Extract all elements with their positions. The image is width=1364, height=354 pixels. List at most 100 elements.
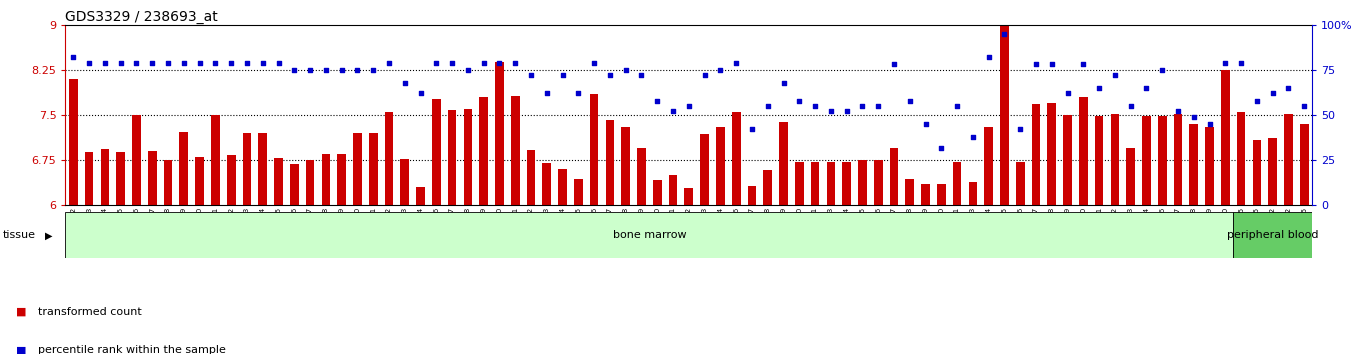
Text: peripheral blood: peripheral blood xyxy=(1228,230,1319,240)
Bar xyxy=(858,160,866,205)
Point xyxy=(457,67,479,73)
Point xyxy=(1278,85,1300,91)
Point xyxy=(1057,91,1079,96)
Point xyxy=(157,60,179,65)
Bar xyxy=(1189,124,1198,205)
Point xyxy=(947,103,968,109)
Bar xyxy=(416,187,424,205)
Bar xyxy=(447,110,457,205)
Bar xyxy=(147,151,157,205)
Bar xyxy=(211,115,220,205)
Text: tissue: tissue xyxy=(3,230,35,240)
Point xyxy=(678,103,700,109)
Point xyxy=(1041,62,1063,67)
Bar xyxy=(1110,114,1120,205)
Point xyxy=(63,55,85,60)
Bar xyxy=(1158,116,1166,205)
Point xyxy=(252,60,274,65)
Bar xyxy=(1237,112,1245,205)
Point xyxy=(441,60,462,65)
Point xyxy=(788,98,810,103)
Text: ■: ■ xyxy=(16,307,27,316)
Bar xyxy=(700,134,709,205)
Bar xyxy=(337,154,346,205)
Bar xyxy=(795,162,803,205)
Bar xyxy=(1221,70,1230,205)
Bar xyxy=(874,160,883,205)
Point xyxy=(363,67,385,73)
Point xyxy=(915,121,937,127)
Point xyxy=(173,60,195,65)
Point xyxy=(1230,60,1252,65)
Bar xyxy=(810,162,820,205)
Bar xyxy=(527,150,535,205)
Point xyxy=(125,60,147,65)
Bar xyxy=(464,109,472,205)
Bar xyxy=(668,175,678,205)
Bar xyxy=(921,184,930,205)
Bar xyxy=(953,162,962,205)
Bar xyxy=(732,112,741,205)
Point xyxy=(868,103,889,109)
Bar xyxy=(291,164,299,205)
Bar xyxy=(937,184,945,205)
Point xyxy=(315,67,337,73)
Point xyxy=(220,60,241,65)
Bar xyxy=(353,133,361,205)
Bar xyxy=(1127,148,1135,205)
Point xyxy=(205,60,226,65)
Point xyxy=(473,60,495,65)
Bar xyxy=(101,149,109,205)
Bar xyxy=(1031,104,1041,205)
Point xyxy=(567,91,589,96)
Text: GDS3329 / 238693_at: GDS3329 / 238693_at xyxy=(65,10,218,24)
Point xyxy=(1026,62,1048,67)
Bar xyxy=(132,115,140,205)
Bar xyxy=(1063,115,1072,205)
Bar xyxy=(258,133,267,205)
Bar xyxy=(306,160,315,205)
Text: bone marrow: bone marrow xyxy=(612,230,686,240)
Point xyxy=(820,109,842,114)
Point xyxy=(757,103,779,109)
Bar xyxy=(164,160,172,205)
Bar xyxy=(322,154,330,205)
Point xyxy=(726,60,747,65)
Bar xyxy=(985,127,993,205)
Point xyxy=(505,60,527,65)
Bar xyxy=(70,79,78,205)
Point xyxy=(236,60,258,65)
Point xyxy=(188,60,210,65)
Text: percentile rank within the sample: percentile rank within the sample xyxy=(38,346,226,354)
Point xyxy=(142,60,164,65)
Point xyxy=(741,127,762,132)
Bar xyxy=(195,157,205,205)
Point xyxy=(1136,85,1158,91)
Point xyxy=(647,98,668,103)
Bar xyxy=(1269,138,1277,205)
Bar xyxy=(1252,140,1262,205)
Point xyxy=(1262,91,1284,96)
Bar xyxy=(1000,19,1009,205)
Bar xyxy=(764,170,772,205)
Point xyxy=(109,60,131,65)
Bar xyxy=(558,169,567,205)
Point xyxy=(899,98,921,103)
Bar xyxy=(606,120,614,205)
Bar xyxy=(1048,103,1056,205)
Bar xyxy=(243,133,251,205)
Bar xyxy=(779,122,788,205)
Bar xyxy=(968,182,977,205)
Point xyxy=(520,73,542,78)
Bar xyxy=(368,133,378,205)
Point xyxy=(1120,103,1142,109)
Bar xyxy=(827,162,835,205)
Bar xyxy=(906,179,914,205)
Text: ▶: ▶ xyxy=(45,230,52,240)
Bar xyxy=(653,180,662,205)
Point xyxy=(709,67,731,73)
Point xyxy=(299,67,321,73)
Point xyxy=(284,67,306,73)
Point xyxy=(426,60,447,65)
Point xyxy=(536,91,558,96)
